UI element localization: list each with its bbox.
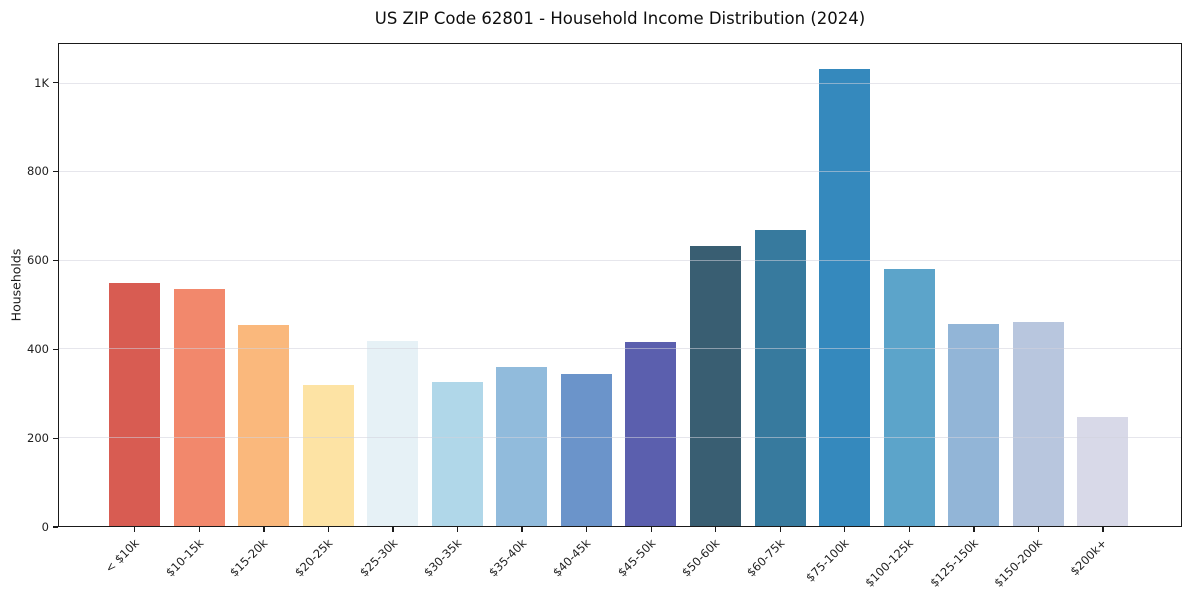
x-tick-label: $200k+ xyxy=(1067,536,1110,579)
bar xyxy=(173,289,225,526)
x-tick-label: $30-35k xyxy=(421,536,465,580)
gridline xyxy=(59,259,1181,261)
x-tick-mark xyxy=(456,527,459,532)
bar xyxy=(948,323,1000,526)
x-tick-mark xyxy=(586,527,588,532)
bar xyxy=(754,229,806,526)
x-tick-label: $45-50k xyxy=(614,536,659,580)
bar xyxy=(431,382,483,526)
bar xyxy=(819,68,870,526)
y-tick-mark xyxy=(53,437,58,439)
bar xyxy=(560,373,612,526)
x-tick-mark xyxy=(198,527,200,532)
y-tick-label: 1K xyxy=(34,75,49,90)
bar xyxy=(625,341,677,526)
y-tick-mark xyxy=(53,259,58,261)
x-tick-mark xyxy=(1102,527,1104,532)
x-tick-label: $20-25k xyxy=(291,536,336,580)
bar xyxy=(367,341,419,526)
bar xyxy=(302,385,354,526)
x-tick-mark xyxy=(844,527,846,532)
x-tick-label: $150-200k xyxy=(991,536,1046,590)
bar xyxy=(496,366,548,526)
bar xyxy=(1012,322,1064,526)
y-tick-mark xyxy=(53,170,58,173)
plot-area xyxy=(58,43,1182,527)
gridline xyxy=(59,82,1181,84)
y-tick-label: 0 xyxy=(41,520,49,534)
gridline xyxy=(59,348,1181,350)
x-tick-label: $50-60k xyxy=(679,536,723,580)
y-tick-label: 200 xyxy=(27,431,49,446)
bar xyxy=(1077,417,1129,526)
gridline xyxy=(59,171,1181,173)
y-tick-mark xyxy=(53,348,58,350)
bar xyxy=(883,269,935,526)
x-tick-mark xyxy=(908,527,910,532)
x-tick-label: $35-40k xyxy=(485,536,529,580)
x-tick-label: $125-150k xyxy=(927,536,981,590)
x-tick-mark xyxy=(392,527,394,532)
x-tick-mark xyxy=(134,527,136,532)
x-tick-label: $100-125k xyxy=(862,536,917,590)
y-tick-label: 800 xyxy=(27,164,49,179)
gridline xyxy=(59,436,1181,438)
x-tick-mark xyxy=(327,527,330,532)
x-tick-label: $75-100k xyxy=(803,536,852,585)
x-tick-label: $25-30k xyxy=(356,536,400,580)
x-tick-mark xyxy=(650,527,652,532)
x-tick-mark xyxy=(521,527,523,532)
chart-title: US ZIP Code 62801 - Household Income Dis… xyxy=(374,9,866,28)
x-tick-mark xyxy=(263,527,265,532)
bar xyxy=(238,325,290,526)
x-tick-mark xyxy=(779,527,781,532)
y-tick-mark xyxy=(53,526,58,528)
x-tick-label: $10-15k xyxy=(162,536,207,580)
bar xyxy=(689,246,741,526)
x-tick-label: $60-75k xyxy=(743,536,788,580)
x-tick-mark xyxy=(973,527,975,532)
y-tick-mark xyxy=(53,81,58,84)
x-tick-label: $40-45k xyxy=(550,536,594,580)
x-tick-mark xyxy=(1037,527,1040,532)
y-tick-label: 400 xyxy=(27,342,49,357)
x-tick-label: < $10k xyxy=(102,536,142,576)
x-tick-label: $15-20k xyxy=(227,536,271,580)
y-tick-label: 600 xyxy=(27,253,49,268)
bar xyxy=(109,282,160,526)
x-tick-mark xyxy=(715,527,717,532)
